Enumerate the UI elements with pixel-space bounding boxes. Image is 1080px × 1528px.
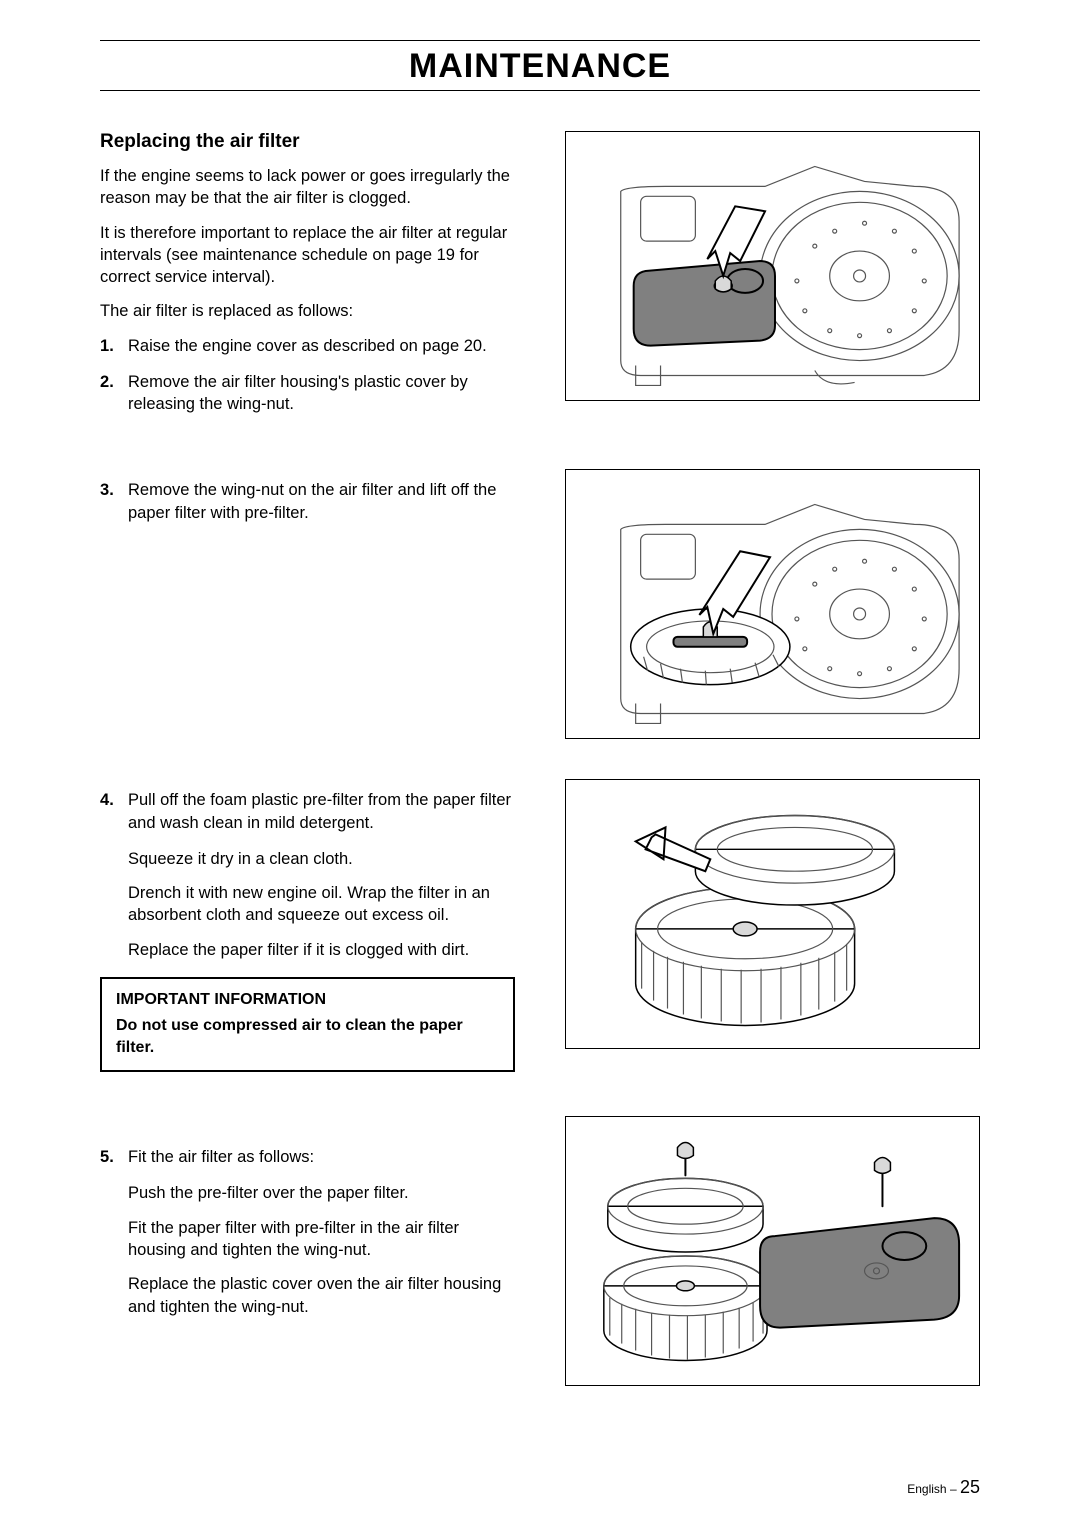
figure-3-cell (565, 739, 980, 1086)
steps-list-2: Remove the wing-nut on the air filter an… (100, 479, 515, 524)
step-4-cell: Pull off the foam plastic pre-filter fro… (100, 739, 515, 1086)
step-1: Raise the engine cover as described on p… (100, 335, 515, 357)
step-4-p2: Squeeze it dry in a clean cloth. (128, 848, 515, 870)
intro-para-3: The air filter is replaced as follows: (100, 300, 515, 322)
step-5-cell: Fit the air filter as follows: Push the … (100, 1086, 515, 1386)
steps-list-3: Pull off the foam plastic pre-filter fro… (100, 789, 515, 834)
figure-1 (565, 131, 980, 401)
step-4-lead: Pull off the foam plastic pre-filter fro… (128, 791, 511, 831)
step-3: Remove the wing-nut on the air filter an… (100, 479, 515, 524)
figure-4 (565, 1116, 980, 1386)
section-subheading: Replacing the air filter (100, 131, 515, 153)
step-5-lead: Fit the air filter as follows: (128, 1148, 314, 1166)
title-rule-top (100, 40, 980, 41)
figure-3 (565, 779, 980, 1049)
step-5-p2: Push the pre-filter over the paper filte… (128, 1182, 515, 1204)
step-2: Remove the air filter housing's plastic … (100, 371, 515, 416)
figure-2 (565, 469, 980, 739)
page-number: 25 (960, 1477, 980, 1497)
steps-list-1: Raise the engine cover as described on p… (100, 335, 515, 416)
figure-2-cell (565, 429, 980, 739)
footer-lang: English – (907, 1482, 956, 1496)
step-5: Fit the air filter as follows: (100, 1146, 515, 1168)
intro-para-1: If the engine seems to lack power or goe… (100, 165, 515, 210)
page: MAINTENANCE Replacing the air filter If … (0, 0, 1080, 1416)
intro-and-steps-1-2: Replacing the air filter If the engine s… (100, 131, 515, 429)
figure-4-cell (565, 1086, 980, 1386)
step-5-p4: Replace the plastic cover oven the air f… (128, 1273, 515, 1318)
page-title: MAINTENANCE (100, 43, 980, 88)
info-box-body: Do not use compressed air to clean the p… (116, 1015, 499, 1058)
step-3-cell: Remove the wing-nut on the air filter an… (100, 429, 515, 739)
step-4: Pull off the foam plastic pre-filter fro… (100, 789, 515, 834)
important-info-box: IMPORTANT INFORMATION Do not use compres… (100, 977, 515, 1072)
page-footer: English – 25 (907, 1477, 980, 1498)
step-4-p4: Replace the paper filter if it is clogge… (128, 939, 515, 961)
title-rule-bottom (100, 90, 980, 91)
info-box-title: IMPORTANT INFORMATION (116, 991, 499, 1009)
step-4-p3: Drench it with new engine oil. Wrap the … (128, 882, 515, 927)
steps-list-4: Fit the air filter as follows: (100, 1146, 515, 1168)
figure-1-cell (565, 131, 980, 429)
step-5-p3: Fit the paper filter with pre-filter in … (128, 1217, 515, 1262)
intro-para-2: It is therefore important to replace the… (100, 222, 515, 289)
content-grid: Replacing the air filter If the engine s… (100, 131, 980, 1386)
